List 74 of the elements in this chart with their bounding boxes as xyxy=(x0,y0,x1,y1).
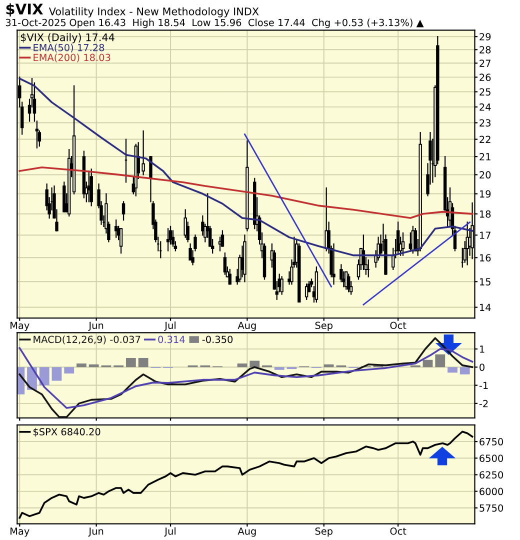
candlestick xyxy=(332,243,336,285)
x-tick-label: Aug xyxy=(238,528,256,537)
line-series xyxy=(18,347,474,409)
y-tick-label: 18 xyxy=(480,210,491,218)
y-tick-label: 24 xyxy=(480,103,491,111)
x-tick-label: Sep xyxy=(315,322,333,331)
x-tick-label: Sep xyxy=(315,527,333,537)
x-tick-label: May xyxy=(10,322,30,331)
x-tick-label: Jun xyxy=(88,528,104,537)
y-tick-label: 26 xyxy=(480,74,491,82)
text: 31-Oct-2025 xyxy=(6,18,66,26)
bar xyxy=(88,364,99,368)
y-tick-label: 27 xyxy=(480,60,490,67)
legend-label: EMA(50) 17.28 xyxy=(34,44,104,52)
x-tick-label: Jun xyxy=(88,322,104,331)
text: Open 16.43 High 18.54 Low 15.96 Close 17.44 Chg +0.53 (+3.13%) ▲ xyxy=(70,18,424,28)
x-tick-label: Oct xyxy=(390,527,406,535)
candlestick xyxy=(304,284,308,300)
y-tick-label: 28 xyxy=(480,46,491,54)
y-tick-label: 15 xyxy=(480,278,490,286)
bar xyxy=(52,367,62,381)
bar xyxy=(64,367,74,374)
y-tick-label: 22 xyxy=(480,136,490,143)
bar xyxy=(250,360,260,368)
y-tick-label: 25 xyxy=(480,88,490,96)
x-tick-label: May xyxy=(10,528,30,537)
bar xyxy=(39,367,50,386)
bar xyxy=(138,358,148,368)
y-tick-label: 29 xyxy=(480,33,491,40)
legend-label: -0.350 xyxy=(202,336,233,344)
bar xyxy=(126,358,136,368)
y-tick-label: 20 xyxy=(480,171,491,179)
y-tick-label: 6250 xyxy=(480,471,504,479)
y-tick-label: 1 xyxy=(480,346,484,353)
legend-label: MACD(12,26,9) -0.037 xyxy=(34,336,140,344)
legend-label: EMA(200) 18.03 xyxy=(34,54,110,62)
line-series xyxy=(18,166,474,219)
y-tick-label: 19 xyxy=(480,190,491,198)
candlestick xyxy=(122,201,126,221)
y-tick-label: 6750 xyxy=(480,438,504,446)
chart-title: $VIX xyxy=(6,3,44,16)
legend-label: 0.314 xyxy=(158,336,185,344)
bar xyxy=(422,360,433,368)
y-tick-label: -2 xyxy=(479,400,488,408)
bar xyxy=(324,364,334,368)
bar xyxy=(237,364,248,368)
candlestick xyxy=(166,228,170,252)
y-tick-label: 6500 xyxy=(480,454,504,462)
x-tick-label: Jul xyxy=(164,527,176,537)
candlestick xyxy=(401,232,405,256)
x-tick-label: Jul xyxy=(164,322,176,331)
y-tick-label: 17 xyxy=(480,232,490,239)
y-tick-label: 0 xyxy=(480,364,484,371)
candlestick xyxy=(347,274,350,292)
y-tick-label: 5750 xyxy=(480,504,504,512)
bar xyxy=(460,367,470,374)
bar xyxy=(76,364,86,368)
y-tick-label: 21 xyxy=(480,153,490,160)
candlestick xyxy=(228,268,232,285)
y-tick-label: -1 xyxy=(479,382,488,389)
legend-label: $SPX 6840.20 xyxy=(34,428,100,437)
y-tick-label: 16 xyxy=(480,254,491,262)
candlestick xyxy=(114,220,118,238)
chart-subtitle: Volatility Index - New Methodology INDX xyxy=(48,7,259,18)
y-tick-label: 14 xyxy=(480,304,491,311)
bar xyxy=(274,367,284,370)
bar xyxy=(448,367,458,373)
x-tick-label: Aug xyxy=(238,322,256,331)
x-tick-label: Oct xyxy=(390,322,406,330)
legend-title: $VIX (Daily) 17.44 xyxy=(20,33,114,44)
candlestick xyxy=(119,228,123,254)
y-tick-label: 6000 xyxy=(480,488,504,496)
candlestick xyxy=(223,252,227,275)
y-tick-label: 23 xyxy=(480,119,491,127)
